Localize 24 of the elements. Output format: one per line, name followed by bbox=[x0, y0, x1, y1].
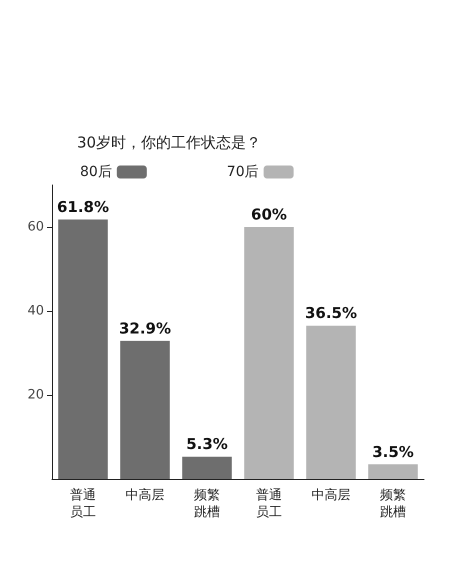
x-tick-label: 中高层 bbox=[126, 487, 164, 503]
bar bbox=[244, 227, 294, 479]
x-tick-label: 频繁跳槽 bbox=[380, 488, 406, 520]
chart-title: 30岁时，你的工作状态是？ bbox=[77, 134, 262, 152]
x-tick-label: 频繁跳槽 bbox=[194, 488, 220, 520]
y-tick-label: 20 bbox=[27, 388, 44, 402]
bar bbox=[306, 326, 356, 479]
data-label: 32.9% bbox=[118, 319, 172, 338]
data-label: 5.3% bbox=[186, 435, 228, 454]
data-label: 61.8% bbox=[56, 198, 110, 216]
data-label: 3.5% bbox=[372, 442, 414, 461]
legend-label: 70后 bbox=[226, 164, 259, 180]
data-label: 36.5% bbox=[304, 304, 358, 322]
x-tick-label: 普通员工 bbox=[70, 487, 96, 520]
bar bbox=[368, 464, 418, 479]
bar bbox=[182, 456, 232, 479]
legend-label: 80后 bbox=[80, 164, 112, 180]
bar bbox=[120, 340, 170, 479]
x-tick-label: 普通员工 bbox=[256, 487, 282, 520]
y-tick-label: 40 bbox=[27, 304, 44, 318]
data-label: 60% bbox=[251, 206, 287, 224]
x-tick-label: 中高层 bbox=[312, 487, 350, 503]
y-tick-label: 60 bbox=[27, 220, 44, 234]
bar bbox=[58, 219, 108, 479]
